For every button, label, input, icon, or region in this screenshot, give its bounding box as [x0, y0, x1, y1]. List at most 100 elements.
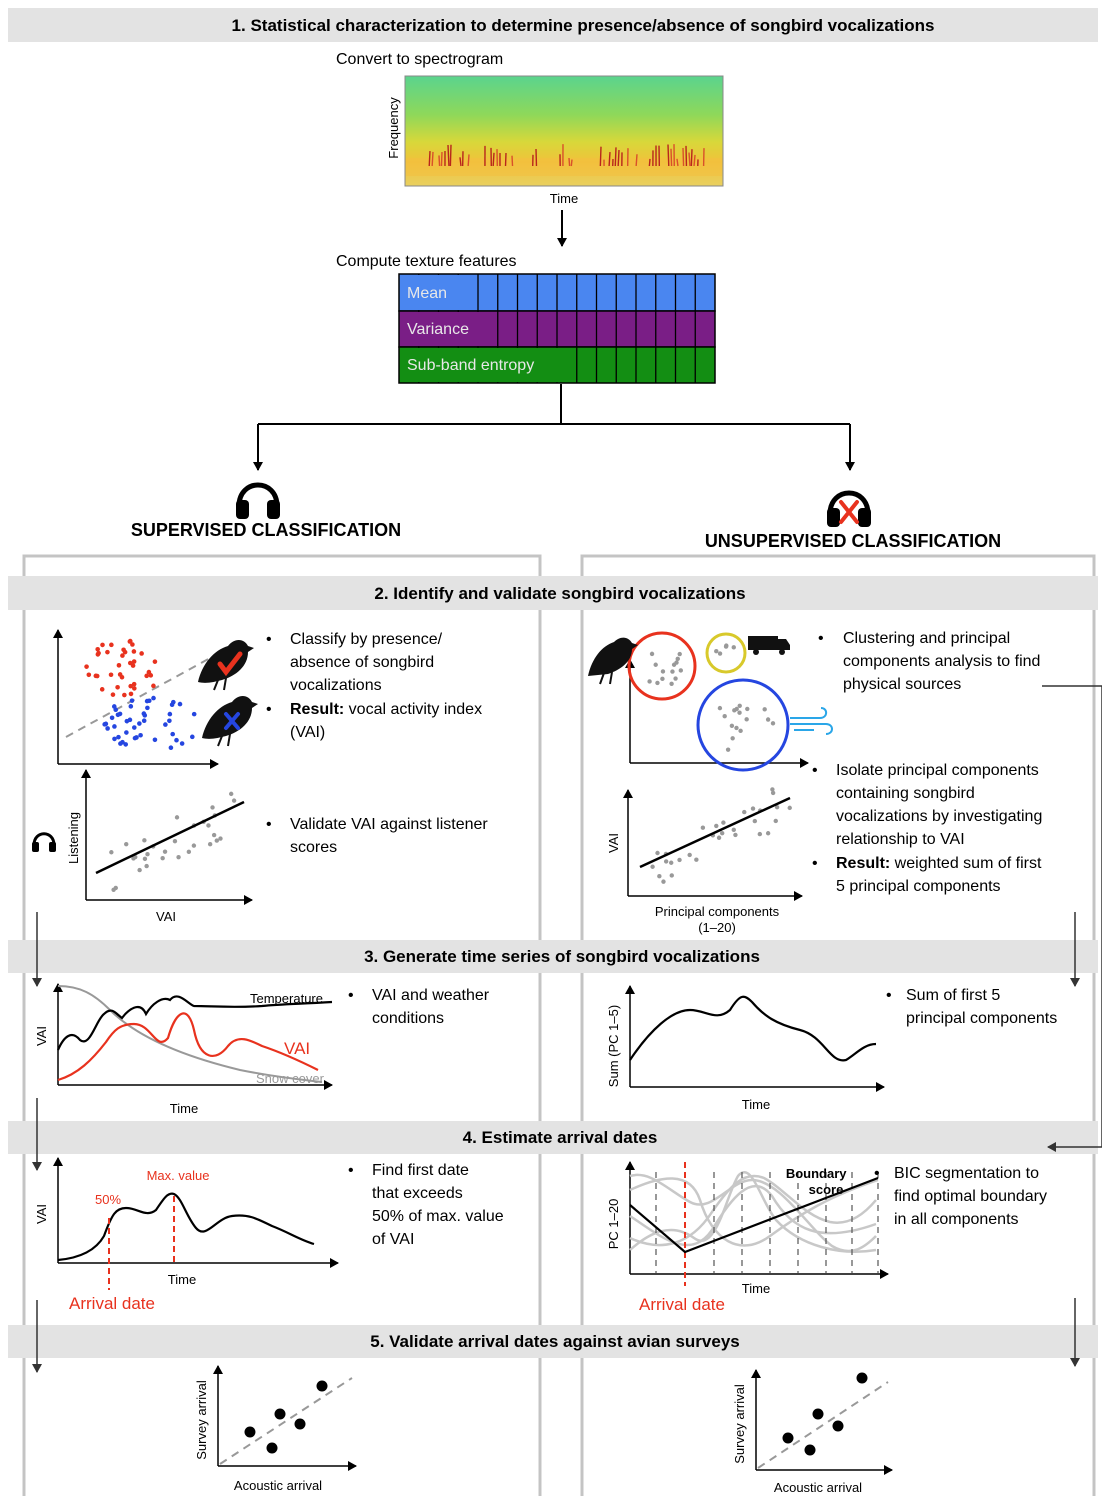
pc-point — [774, 804, 780, 810]
cluster-point — [653, 662, 658, 667]
pc-point — [742, 809, 747, 815]
red-point — [152, 659, 158, 664]
bird-icon — [588, 637, 638, 685]
cluster-point — [770, 721, 776, 726]
ts-unsup-axes — [625, 985, 885, 1092]
blue-point — [177, 701, 183, 707]
spectrogram-mark — [570, 159, 573, 167]
truck-icon — [748, 636, 790, 655]
blue-point — [109, 715, 115, 721]
red-point — [131, 681, 137, 687]
validation-point — [142, 856, 148, 862]
pc-point — [765, 831, 771, 836]
texture-label-variance-bg — [400, 312, 492, 346]
sum-pc-curve — [629, 995, 877, 1062]
arr-unsup-bullet: BIC segmentation to find optimal boundar… — [894, 1165, 1051, 1228]
texture-label-entropy-bg — [400, 348, 562, 382]
unsupervised-panel — [580, 554, 1096, 1496]
texture-label-mean-bg — [400, 275, 462, 310]
spectrogram-mark — [431, 151, 434, 167]
red-point — [139, 651, 144, 656]
unsupervised-title: UNSUPERVISED CLASSIFICATION — [705, 531, 1001, 551]
spectrogram-mark — [447, 144, 450, 167]
blue-point — [152, 737, 158, 743]
spectrogram-mark — [568, 157, 571, 167]
blue-point — [118, 741, 123, 746]
val-left-points — [244, 1380, 328, 1454]
arr-time-axis: Time — [168, 1272, 196, 1287]
spectrogram-mark — [449, 144, 452, 167]
cluster-point — [677, 651, 682, 657]
validation-point — [124, 841, 129, 847]
blue-point — [174, 737, 179, 743]
red-point — [108, 672, 114, 678]
sum-pc-axis: Sum (PC 1–5) — [606, 1005, 621, 1087]
band-5-title: 5. Validate arrival dates against avian … — [370, 1332, 739, 1351]
validation-point — [211, 832, 217, 838]
pc-point — [733, 832, 738, 838]
blue-point — [105, 726, 110, 731]
ts-sup-bullet-dot: • — [348, 987, 354, 1004]
unsup-vai-label: VAI — [606, 833, 621, 853]
spectrogram-mark — [682, 147, 685, 167]
blue-point — [167, 718, 172, 724]
survey-point — [316, 1380, 328, 1392]
sup-result: Result: vocal activity index — [290, 701, 482, 718]
red-point — [148, 673, 154, 678]
cluster-point — [675, 656, 680, 662]
boundary-score-label: Boundary score — [786, 1166, 850, 1197]
spectrogram-mark — [492, 152, 495, 167]
red-point — [130, 642, 135, 647]
blue-point — [141, 718, 147, 724]
headphones-crossed-icon — [827, 490, 871, 527]
blue-point — [145, 705, 150, 711]
cluster-point — [717, 651, 723, 656]
validation-point — [109, 850, 114, 855]
texture-title: Compute texture features — [336, 253, 517, 270]
band-4 — [8, 1121, 1098, 1154]
blue-point — [171, 699, 176, 705]
red-point — [99, 687, 105, 692]
pc-point — [657, 874, 662, 879]
cluster-point — [669, 681, 674, 686]
blue-point — [132, 725, 137, 730]
unsup-pc-fit — [639, 796, 791, 869]
texture-label-variance: Variance — [407, 321, 469, 338]
red-point — [96, 650, 101, 656]
blue-point — [141, 711, 147, 716]
headphones-icon — [236, 482, 280, 519]
survey-point — [244, 1426, 256, 1438]
survey-point — [856, 1372, 868, 1384]
survey-point — [832, 1420, 844, 1432]
spectrogram-mark — [648, 158, 651, 167]
blue-point — [127, 717, 133, 723]
unsup-result: Result: weighted sum of first — [836, 855, 1042, 872]
sup-validate-dot: • — [266, 816, 272, 833]
ts-sup-axes — [53, 983, 333, 1090]
pc-point — [721, 820, 726, 825]
pc-point — [650, 864, 655, 869]
listening-axis-label: Listening — [66, 812, 81, 864]
red-point — [131, 659, 137, 664]
survey-point — [812, 1408, 824, 1420]
pc-point — [719, 830, 725, 836]
blue-point — [103, 721, 109, 727]
spectrogram-mark — [690, 149, 693, 167]
spectrogram-mark — [676, 158, 679, 167]
sup-scatter-axes — [53, 629, 219, 769]
validation-point — [145, 852, 150, 857]
blue-point — [134, 735, 139, 740]
supervised-title: SUPERVISED CLASSIFICATION — [131, 520, 401, 540]
unsup-bullet-3-dot: • — [812, 855, 818, 872]
red-point — [84, 664, 89, 669]
arr-fifty-label: 50% — [95, 1192, 121, 1207]
spectrogram-mark — [608, 152, 611, 167]
spectrogram-mark — [511, 155, 514, 167]
survey-point — [266, 1442, 278, 1454]
red-point — [122, 649, 128, 655]
blue-point — [190, 734, 195, 740]
spectrogram-mark — [670, 148, 673, 167]
red-point — [151, 683, 156, 689]
blue-point — [168, 745, 174, 750]
band-3 — [8, 940, 1098, 973]
